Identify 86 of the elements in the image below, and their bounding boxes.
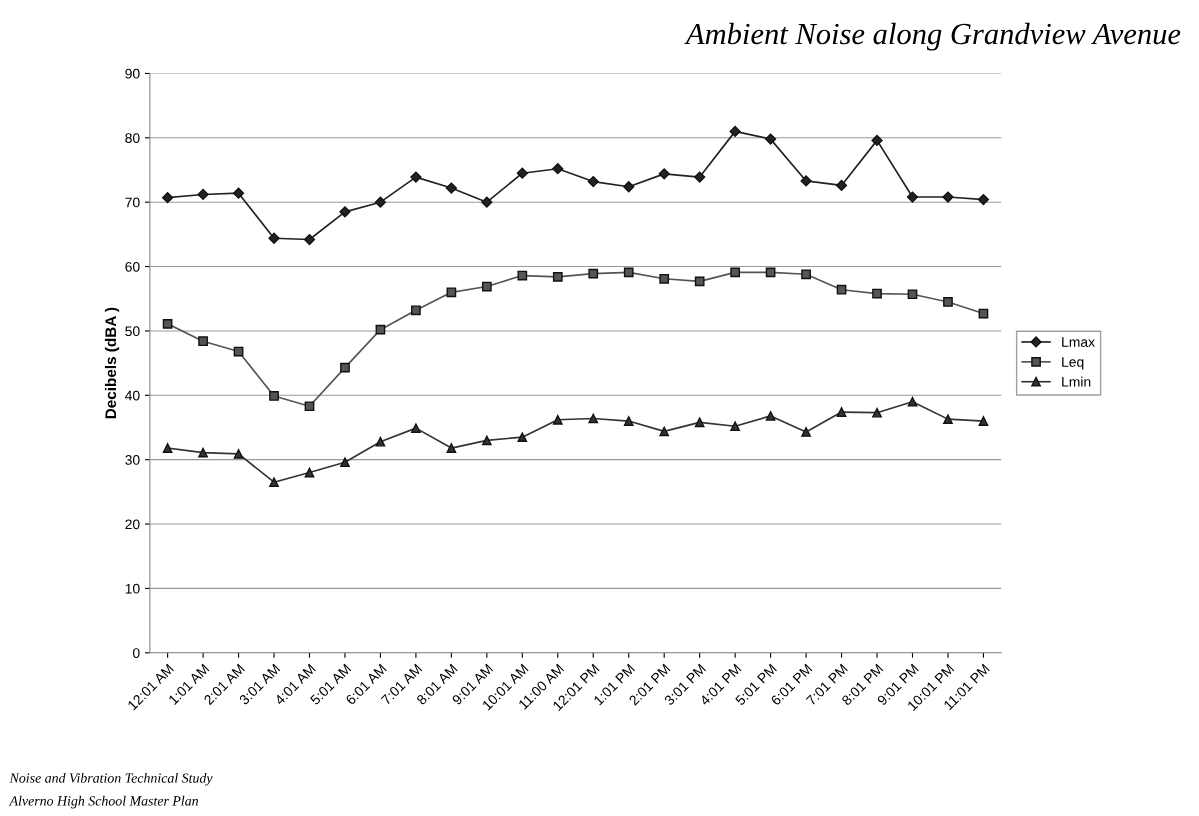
y-tick-label: 30	[125, 455, 140, 465]
point	[517, 432, 528, 443]
point	[481, 196, 493, 208]
point	[588, 413, 599, 424]
y-tick-label: 40	[125, 390, 140, 401]
point	[233, 449, 244, 459]
point	[587, 175, 599, 188]
legend-label: Leq	[1062, 357, 1084, 370]
point	[552, 163, 564, 175]
point	[730, 421, 740, 432]
point	[481, 435, 492, 446]
point	[872, 407, 882, 418]
point	[303, 233, 316, 246]
point	[375, 436, 386, 447]
point	[232, 187, 245, 199]
point	[977, 194, 990, 206]
y-tick-label: 80	[125, 133, 140, 143]
point	[304, 401, 315, 412]
point	[835, 179, 848, 192]
point	[765, 267, 776, 278]
point	[907, 396, 918, 407]
point	[694, 171, 706, 183]
point	[162, 192, 174, 204]
point	[836, 284, 847, 295]
point	[800, 175, 812, 187]
legend-label: Lmax	[1062, 337, 1095, 347]
point	[871, 134, 883, 146]
point	[978, 416, 989, 426]
point	[268, 232, 280, 244]
point	[801, 269, 811, 280]
point	[339, 206, 351, 218]
point	[552, 414, 563, 425]
point	[943, 414, 953, 424]
point	[623, 416, 634, 426]
point	[198, 336, 208, 347]
point	[481, 281, 492, 292]
point	[340, 362, 350, 373]
y-tick-label: 90	[125, 68, 140, 79]
point	[659, 273, 670, 284]
point	[765, 411, 776, 421]
point	[340, 457, 350, 468]
point	[659, 426, 670, 437]
y-tick-label: 70	[125, 197, 140, 208]
y-tick-label: 10	[125, 583, 140, 594]
point	[872, 288, 882, 299]
point	[198, 447, 208, 458]
point	[197, 188, 209, 201]
point	[446, 443, 457, 453]
legend-label: Lmin	[1062, 376, 1091, 387]
point	[269, 391, 279, 401]
point	[304, 467, 315, 478]
point	[410, 171, 422, 183]
point	[801, 427, 811, 437]
point	[765, 133, 777, 145]
point	[446, 287, 457, 298]
point	[943, 297, 953, 307]
y-tick-label: 60	[125, 261, 140, 272]
y-axis-title: Decibels (dBA )	[104, 307, 120, 419]
point	[162, 443, 173, 453]
point	[729, 125, 741, 137]
point	[411, 305, 421, 316]
point	[730, 267, 740, 278]
text: Noise and Vibration Technical Study	[9, 772, 213, 786]
point	[269, 477, 279, 488]
point	[694, 276, 705, 287]
chart-title: Ambient Noise along Grandview Avenue	[684, 22, 1181, 51]
y-tick-label: 50	[125, 326, 140, 337]
point	[836, 407, 847, 417]
y-tick-label: 20	[125, 519, 140, 530]
point	[906, 191, 919, 203]
point	[623, 267, 634, 278]
point	[162, 318, 173, 329]
point	[658, 168, 670, 180]
point	[516, 167, 528, 179]
point	[623, 181, 635, 193]
point	[445, 182, 457, 194]
point	[517, 270, 528, 281]
point	[588, 268, 599, 279]
point	[411, 423, 421, 433]
y-tick-label: 0	[132, 648, 140, 658]
point	[694, 417, 705, 428]
point	[375, 324, 386, 335]
text: Alverno High School Master Plan	[8, 795, 199, 809]
point	[374, 196, 387, 208]
point	[907, 289, 918, 300]
point	[552, 271, 563, 282]
